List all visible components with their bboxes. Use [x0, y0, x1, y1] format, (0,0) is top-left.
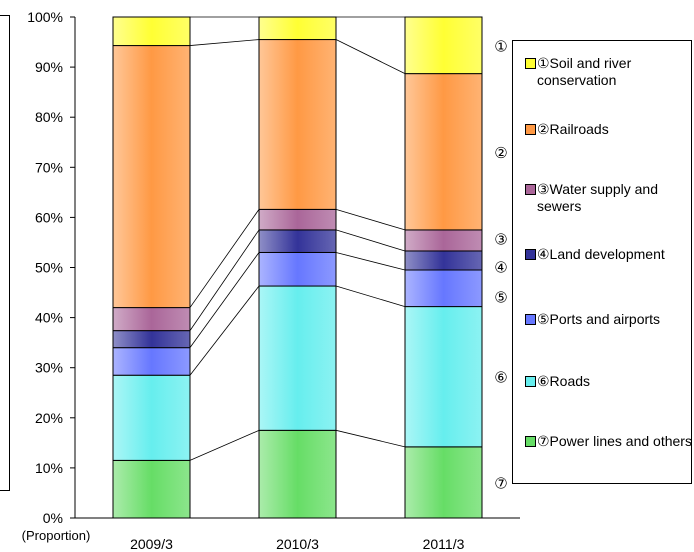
bar-segment — [112, 307, 191, 332]
bar-segment — [258, 251, 337, 287]
series-marker-label: ⑥ — [494, 370, 507, 387]
x-tick-label: 2009/3 — [130, 536, 173, 552]
bar-segment — [258, 429, 337, 519]
bar-segment — [404, 229, 483, 252]
series-marker-label: ② — [494, 145, 507, 162]
series-connector-line — [189, 429, 260, 461]
series-connector-line — [335, 429, 406, 448]
legend-label: ①Soil and river conservation — [537, 55, 632, 88]
legend-label: ⑤Ports and airports — [537, 311, 661, 327]
series-connector-line — [189, 39, 260, 46]
y-tick-label: 70% — [35, 159, 63, 175]
series-connector-line — [335, 252, 406, 271]
legend-swatch — [525, 124, 536, 135]
y-tick-label: 100% — [27, 9, 63, 25]
bar-segment — [258, 16, 337, 41]
legend-entry: ②Railroads — [525, 121, 694, 138]
series-connector-line — [335, 285, 406, 307]
series-marker-label: ⑤ — [494, 289, 507, 306]
y-tick-label: 40% — [35, 310, 63, 326]
x-tick-label: 2010/3 — [276, 536, 319, 552]
series-marker-label: ③ — [494, 231, 507, 248]
bar-segment — [112, 16, 191, 47]
bar-segment — [112, 347, 191, 376]
series-connector-line — [335, 209, 406, 231]
bar-segment — [112, 330, 191, 349]
x-tick-label: 2011/3 — [423, 536, 465, 552]
series-connector-line — [335, 229, 406, 252]
y-tick-label: 20% — [35, 410, 63, 426]
bar-segment — [404, 306, 483, 448]
legend-swatch — [525, 184, 536, 195]
left-panel-edge — [0, 15, 10, 491]
bar-segment — [404, 446, 483, 519]
series-marker-label: ① — [494, 38, 507, 55]
legend-entry: ④Land development — [525, 246, 694, 263]
y-axis-label: (Proportion) — [22, 528, 91, 543]
y-tick-label: 90% — [35, 59, 63, 75]
legend-swatch — [525, 58, 536, 69]
legend-entry: ⑦Power lines and others — [525, 433, 694, 450]
bar-segment — [404, 250, 483, 271]
bar-segment — [258, 285, 337, 431]
bar-segment — [112, 45, 191, 309]
bar-segment — [112, 459, 191, 519]
legend-label: ⑥Roads — [537, 373, 591, 389]
legend-label: ④Land development — [537, 246, 665, 262]
legend-entry: ⑤Ports and airports — [525, 311, 694, 328]
legend-swatch — [525, 314, 536, 325]
series-connector-line — [189, 252, 260, 348]
bar-segment — [258, 229, 337, 253]
bar-segment — [112, 374, 191, 461]
bar-segment — [404, 16, 483, 75]
y-tick-label: 60% — [35, 209, 63, 225]
bar-segment — [404, 269, 483, 308]
bar-segment — [404, 73, 483, 231]
y-tick-label: 10% — [35, 460, 63, 476]
legend: ①Soil and river conservation ②Railroads ③W… — [512, 40, 692, 484]
y-tick-label: 30% — [35, 360, 63, 376]
legend-label: ②Railroads — [537, 121, 609, 137]
legend-label: ⑦Power lines and others — [537, 433, 692, 449]
legend-swatch — [525, 249, 536, 260]
series-connector-line — [189, 209, 260, 308]
series-connector-line — [189, 229, 260, 331]
bar-segment — [258, 39, 337, 210]
bar-segment — [258, 208, 337, 231]
legend-entry: ①Soil and river conservation — [525, 55, 694, 89]
series-connector-line — [189, 285, 260, 376]
legend-label: ③Water supply and sewers — [537, 181, 658, 214]
legend-swatch — [525, 376, 536, 387]
legend-entry: ③Water supply and sewers — [525, 181, 694, 215]
y-tick-label: 50% — [35, 260, 63, 276]
legend-entry: ⑥Roads — [525, 373, 694, 390]
series-connector-line — [335, 39, 406, 74]
legend-swatch — [525, 436, 536, 447]
y-tick-label: 80% — [35, 109, 63, 125]
series-marker-label: ④ — [494, 259, 507, 276]
series-marker-label: ⑦ — [494, 475, 507, 492]
y-tick-label: 0% — [43, 510, 63, 526]
